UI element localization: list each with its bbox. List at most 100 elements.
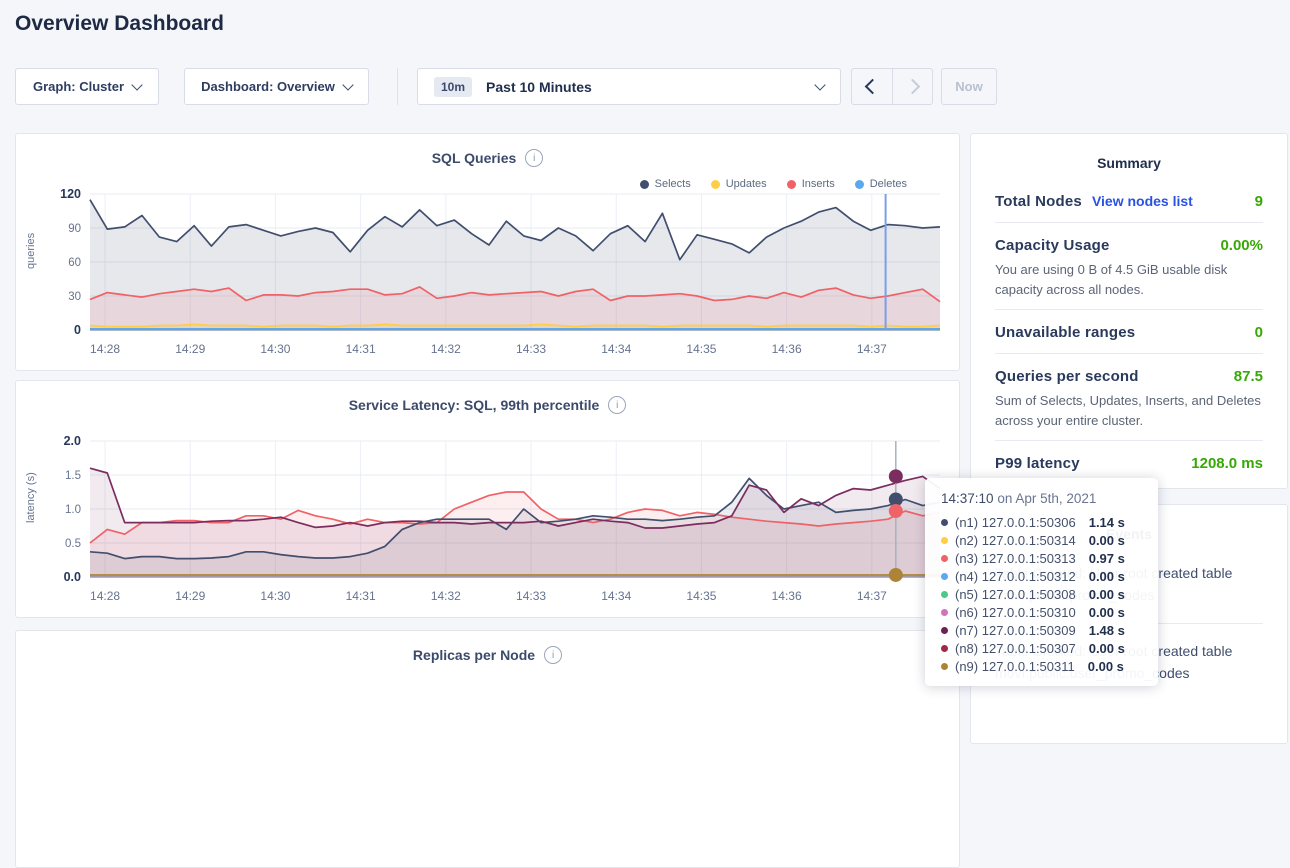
node-address: (n1) 127.0.0.1:50306 xyxy=(955,514,1076,530)
node-latency-value: 1.48 s xyxy=(1088,622,1125,638)
node-color-dot xyxy=(941,608,948,616)
node-address: (n9) 127.0.0.1:50311 xyxy=(955,658,1075,674)
service-latency-panel: Service Latency: SQL, 99th percentile la… xyxy=(15,380,960,618)
x-axis-tick-label: 14:29 xyxy=(175,589,205,603)
legend-label: Updates xyxy=(725,178,767,190)
series-inserts-area xyxy=(90,286,940,330)
summary-value: 0 xyxy=(1254,324,1263,341)
service-latency-chart: 14:28 14:29 14:30 14:31 14:32 14:33 14:34 14:35… xyxy=(64,434,941,603)
y-axis-tick-label: 30 xyxy=(68,291,81,303)
legend-item-inserts[interactable]: Inserts xyxy=(786,178,835,190)
tooltip-node-row: (n8) 127.0.0.1:50307 0.00 s xyxy=(941,639,1144,657)
summary-label: Total Nodes xyxy=(995,193,1082,210)
summary-value: 87.5 xyxy=(1233,368,1263,385)
summary-value: 0.00% xyxy=(1220,237,1263,254)
legend-item-updates[interactable]: Updates xyxy=(710,178,767,190)
hover-dot xyxy=(888,469,903,484)
chevron-right-icon xyxy=(904,78,921,95)
chart-title: SQL Queries xyxy=(431,150,517,166)
legend-label: Selects xyxy=(654,178,691,190)
chevron-down-icon xyxy=(131,79,143,91)
node-color-dot xyxy=(941,536,948,544)
node-latency-value: 0.97 s xyxy=(1088,550,1125,566)
series-updates-line xyxy=(89,323,941,328)
x-axis-tick-label: 14:30 xyxy=(260,342,290,356)
time-range-dropdown[interactable]: 10m Past 10 Minutes xyxy=(417,68,841,105)
dashboard-dropdown[interactable]: Dashboard: Overview xyxy=(184,68,369,105)
time-nav-group xyxy=(851,68,933,105)
series-inserts-line xyxy=(89,286,941,303)
x-axis-tick-label: 14:35 xyxy=(686,342,716,356)
info-icon[interactable] xyxy=(525,149,544,167)
summary-row-capacity: Capacity Usage 0.00% xyxy=(995,225,1263,264)
series-n1-line xyxy=(89,477,941,560)
legend-item-selects[interactable]: Selects xyxy=(639,178,691,190)
series-n3-line xyxy=(89,491,941,544)
node-latency-value: 0.00 s xyxy=(1088,532,1125,548)
series-n1-area xyxy=(90,478,940,577)
tooltip-node-row: (n2) 127.0.0.1:50314 0.00 s xyxy=(941,531,1144,549)
x-axis-tick-label: 14:37 xyxy=(857,589,887,603)
chart-legend: Selects Updates Inserts Deletes xyxy=(639,178,907,190)
x-axis-tick-label: 14:31 xyxy=(346,342,376,356)
time-prev-button[interactable] xyxy=(852,69,892,104)
page-title: Overview Dashboard xyxy=(15,12,224,35)
info-icon[interactable] xyxy=(608,396,627,414)
summary-description: You are using 0 B of 4.5 GiB usable disk… xyxy=(995,262,1228,297)
x-axis-tick-label: 14:33 xyxy=(516,342,546,356)
node-address: (n8) 127.0.0.1:50307 xyxy=(955,640,1076,656)
time-next-button[interactable] xyxy=(892,69,932,104)
series-selects-line xyxy=(89,199,941,261)
view-nodes-list-link[interactable]: View nodes list xyxy=(1091,193,1193,209)
y-axis-tick-label: 90 xyxy=(68,223,81,235)
node-address: (n2) 127.0.0.1:50314 xyxy=(955,532,1076,548)
controls-divider xyxy=(397,68,398,105)
summary-row-qps: Queries per second 87.5 xyxy=(995,356,1263,395)
tooltip-date: on Apr 5th, 2021 xyxy=(993,491,1097,506)
legend-item-deletes[interactable]: Deletes xyxy=(854,178,907,190)
x-axis-tick-label: 14:30 xyxy=(260,589,290,603)
y-axis-tick-label: 0.0 xyxy=(64,570,81,584)
hover-dot xyxy=(888,567,903,582)
node-color-dot xyxy=(941,518,948,526)
node-address: (n3) 127.0.0.1:50313 xyxy=(955,550,1076,566)
y-axis-tick-label: 60 xyxy=(68,257,81,269)
node-address: (n5) 127.0.0.1:50308 xyxy=(955,586,1076,602)
summary-row-p99: P99 latency 1208.0 ms xyxy=(995,443,1263,482)
chevron-down-icon xyxy=(814,79,826,91)
summary-row-unavailable-ranges: Unavailable ranges 0 xyxy=(995,312,1263,351)
node-address: (n6) 127.0.0.1:50310 xyxy=(955,604,1076,620)
x-axis-tick-label: 14:28 xyxy=(90,342,120,356)
hover-dot xyxy=(888,504,903,519)
info-icon[interactable] xyxy=(544,646,563,664)
node-latency-value: 0.00 s xyxy=(1088,640,1125,656)
divider xyxy=(995,353,1263,354)
legend-dot xyxy=(854,179,864,189)
series-selects-area xyxy=(90,199,940,330)
legend-label: Deletes xyxy=(869,178,907,190)
tooltip-node-row: (n7) 127.0.0.1:50309 1.48 s xyxy=(941,621,1144,639)
y-axis-tick-label: 2.0 xyxy=(64,434,81,448)
summary-label: Queries per second xyxy=(995,368,1139,385)
tooltip-node-row: (n4) 127.0.0.1:50312 0.00 s xyxy=(941,567,1144,585)
now-button[interactable]: Now xyxy=(941,68,997,105)
chart-title: Service Latency: SQL, 99th percentile xyxy=(348,397,600,413)
tooltip-time: 14:37:10 xyxy=(941,491,994,506)
graph-dropdown-label: Graph: Cluster xyxy=(32,79,124,94)
chevron-left-icon xyxy=(864,78,880,95)
x-axis-tick-label: 14:31 xyxy=(346,589,376,603)
node-color-dot xyxy=(941,590,948,598)
tooltip-rows: (n1) 127.0.0.1:50306 1.14 s (n2) 127.0.0.1… xyxy=(941,513,1144,675)
legend-dot xyxy=(786,179,796,189)
summary-title: Summary xyxy=(1097,155,1161,171)
x-axis-tick-label: 14:33 xyxy=(516,589,546,603)
tooltip-timestamp: 14:37:10 on Apr 5th, 2021 xyxy=(941,491,1144,506)
y-axis-tick-label: 0 xyxy=(74,323,81,337)
graph-dropdown[interactable]: Graph: Cluster xyxy=(15,68,159,105)
tooltip-node-row: (n6) 127.0.0.1:50310 0.00 s xyxy=(941,603,1144,621)
chart-title: Replicas per Node xyxy=(412,647,536,663)
x-axis-tick-label: 14:29 xyxy=(175,342,205,356)
node-color-dot xyxy=(941,572,948,580)
x-axis-tick-label: 14:36 xyxy=(772,589,802,603)
chevron-down-icon xyxy=(342,79,354,91)
